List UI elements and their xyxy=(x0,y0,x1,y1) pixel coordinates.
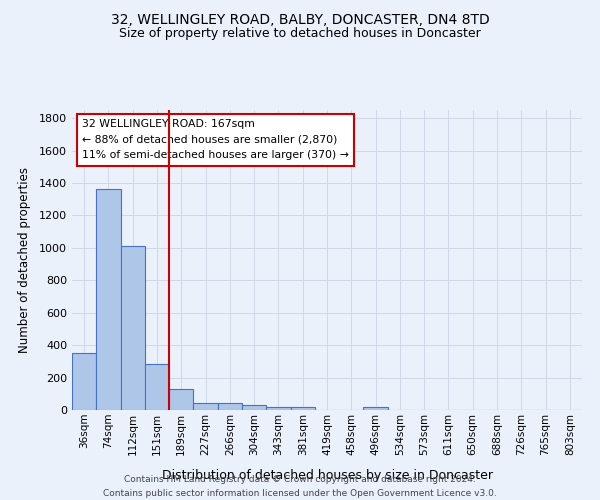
Bar xyxy=(242,405,266,410)
Bar xyxy=(145,364,169,410)
X-axis label: Distribution of detached houses by size in Doncaster: Distribution of detached houses by size … xyxy=(161,469,493,482)
Y-axis label: Number of detached properties: Number of detached properties xyxy=(17,167,31,353)
Bar xyxy=(72,353,96,410)
Bar xyxy=(364,407,388,410)
Text: 32, WELLINGLEY ROAD, BALBY, DONCASTER, DN4 8TD: 32, WELLINGLEY ROAD, BALBY, DONCASTER, D… xyxy=(110,12,490,26)
Text: Contains HM Land Registry data © Crown copyright and database right 2024.
Contai: Contains HM Land Registry data © Crown c… xyxy=(103,476,497,498)
Bar xyxy=(96,190,121,410)
Bar xyxy=(121,246,145,410)
Bar xyxy=(218,403,242,410)
Bar xyxy=(266,407,290,410)
Bar xyxy=(169,389,193,410)
Bar xyxy=(193,403,218,410)
Bar xyxy=(290,407,315,410)
Text: 32 WELLINGLEY ROAD: 167sqm
← 88% of detached houses are smaller (2,870)
11% of s: 32 WELLINGLEY ROAD: 167sqm ← 88% of deta… xyxy=(82,119,349,160)
Text: Size of property relative to detached houses in Doncaster: Size of property relative to detached ho… xyxy=(119,28,481,40)
